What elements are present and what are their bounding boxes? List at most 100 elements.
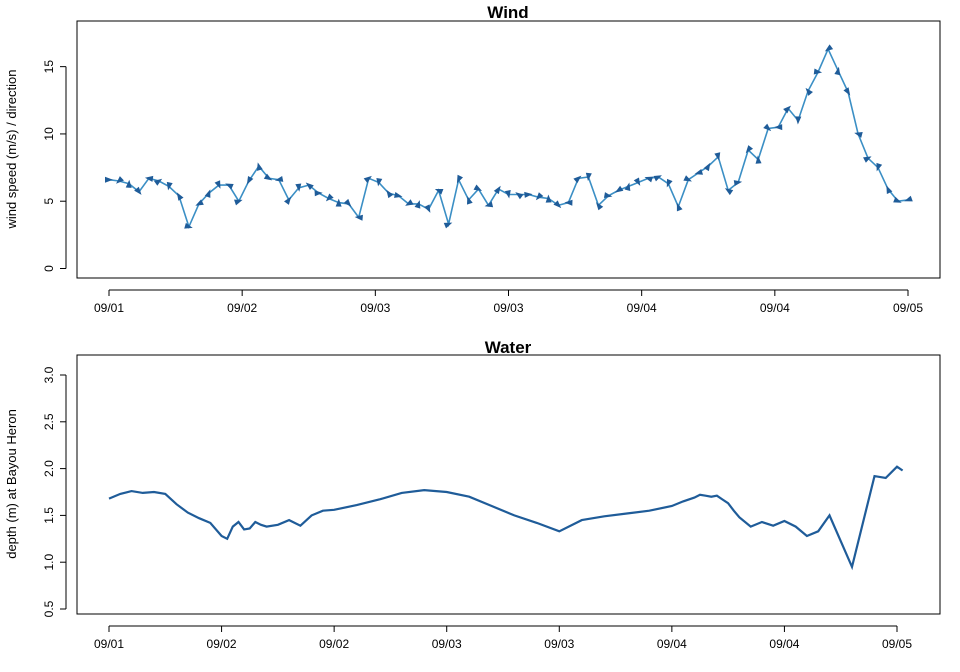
- y-tick-label: 2.5: [42, 413, 56, 430]
- wind-direction-marker: [893, 196, 902, 203]
- wind-direction-marker: [524, 191, 533, 198]
- wind-direction-marker: [376, 177, 383, 187]
- wind-direction-marker: [504, 190, 511, 199]
- x-tick-label: 09/03: [360, 301, 390, 315]
- wind-direction-marker: [703, 162, 711, 172]
- wind-direction-marker: [763, 123, 772, 132]
- wind-direction-marker: [834, 66, 841, 76]
- wind-plot-frame: [76, 20, 941, 279]
- wind-direction-marker: [585, 172, 592, 181]
- x-tick-label: 09/02: [227, 301, 257, 315]
- wind-direction-marker: [456, 174, 464, 184]
- wind-direction-marker: [335, 198, 342, 207]
- wind-direction-marker: [633, 177, 641, 186]
- wind-direction-marker: [805, 87, 813, 96]
- wind-direction-marker: [443, 222, 453, 229]
- wind-direction-marker: [153, 178, 163, 186]
- wind-title: Wind: [487, 3, 528, 22]
- wind-direction-marker: [166, 181, 173, 191]
- wind-direction-marker: [714, 152, 721, 161]
- wind-direction-marker: [204, 189, 211, 198]
- wind-direction-marker: [886, 185, 893, 194]
- wind-direction-marker: [795, 116, 802, 125]
- y-tick-label: 5: [42, 198, 56, 205]
- wind-series: [105, 44, 913, 230]
- wind-y-axis-title: wind speed (m/s) / direction: [4, 70, 19, 230]
- series-line: [108, 47, 909, 230]
- wind-direction-marker: [653, 175, 662, 182]
- wind-direction-marker: [824, 44, 834, 52]
- wind-direction-marker: [354, 214, 363, 221]
- water-plot-frame: [76, 354, 941, 615]
- wind-direction-marker: [134, 186, 142, 195]
- water-panel: Water depth (m) at Bayou Heron 09/01 09/0…: [4, 338, 941, 651]
- wind-direction-marker: [676, 202, 683, 212]
- wind-direction-marker: [363, 175, 372, 184]
- wind-direction-marker: [666, 178, 673, 188]
- wind-direction-marker: [745, 145, 754, 154]
- x-tick-label: 09/04: [627, 301, 657, 315]
- wind-direction-marker: [644, 176, 654, 183]
- wind-direction-marker: [535, 192, 544, 201]
- y-tick-label: 10: [42, 127, 56, 141]
- wind-direction-marker: [386, 189, 394, 199]
- wind-direction-marker: [343, 198, 352, 207]
- wind-direction-marker: [394, 191, 403, 198]
- y-tick-label: 2.0: [42, 460, 56, 477]
- wind-direction-marker: [493, 185, 501, 195]
- water-title: Water: [485, 338, 532, 357]
- x-tick-label: 09/03: [493, 301, 523, 315]
- x-tick-label: 09/05: [893, 301, 923, 315]
- wind-direction-marker: [624, 182, 631, 192]
- wind-direction-marker: [484, 201, 494, 208]
- wind-direction-marker: [263, 173, 273, 181]
- wind-direction-marker: [405, 199, 414, 206]
- water-x-axis: 09/01 09/02 09/02 09/03 09/03 09/04 09/04 09/05: [94, 625, 912, 651]
- wind-direction-marker: [694, 168, 704, 175]
- wind-direction-marker: [246, 176, 254, 185]
- series-line: [108, 465, 904, 571]
- wind-direction-marker: [615, 185, 624, 193]
- x-tick-label: 09/01: [94, 637, 124, 651]
- y-tick-label: 1.0: [42, 554, 56, 571]
- wind-direction-marker: [434, 188, 444, 195]
- wind-direction-marker: [783, 105, 791, 114]
- wind-direction-marker: [774, 124, 783, 131]
- wind-direction-marker: [863, 156, 872, 163]
- wind-direction-marker: [573, 175, 582, 184]
- wind-direction-marker: [603, 192, 613, 199]
- wind-direction-marker: [295, 183, 302, 192]
- wind-direction-marker: [843, 87, 851, 96]
- y-tick-label: 0.5: [42, 600, 56, 617]
- wind-direction-marker: [813, 68, 823, 75]
- wind-direction-marker: [256, 162, 263, 171]
- wind-direction-marker: [325, 193, 334, 202]
- wind-direction-marker: [904, 195, 913, 202]
- wind-direction-marker: [116, 176, 124, 184]
- wind-direction-marker: [125, 179, 132, 188]
- x-tick-label: 09/02: [319, 637, 349, 651]
- wind-direction-marker: [755, 155, 762, 164]
- wind-direction-marker: [144, 175, 154, 182]
- wind-direction-marker: [466, 196, 473, 205]
- wind-x-axis: 09/01 09/02 09/03 09/03 09/04 09/04 09/05: [94, 289, 923, 315]
- water-y-axis-title: depth (m) at Bayou Heron: [4, 409, 19, 559]
- wind-direction-marker: [595, 202, 604, 211]
- wind-direction-marker: [214, 180, 221, 189]
- x-tick-label: 09/04: [760, 301, 790, 315]
- x-tick-label: 09/04: [769, 637, 799, 651]
- x-tick-label: 09/02: [207, 637, 237, 651]
- wind-direction-marker: [105, 176, 113, 183]
- wind-direction-marker: [284, 196, 292, 205]
- x-tick-label: 09/05: [882, 637, 912, 651]
- y-tick-label: 0: [42, 265, 56, 272]
- wind-direction-marker: [225, 183, 234, 190]
- water-series: [108, 465, 904, 571]
- water-y-axis: 0.5 1.0 1.5 2.0 2.5 3.0: [42, 366, 67, 617]
- wind-direction-marker: [473, 184, 482, 192]
- y-tick-label: 1.5: [42, 507, 56, 524]
- x-tick-label: 09/03: [544, 637, 574, 651]
- x-tick-label: 09/04: [657, 637, 687, 651]
- x-tick-label: 09/01: [94, 301, 124, 315]
